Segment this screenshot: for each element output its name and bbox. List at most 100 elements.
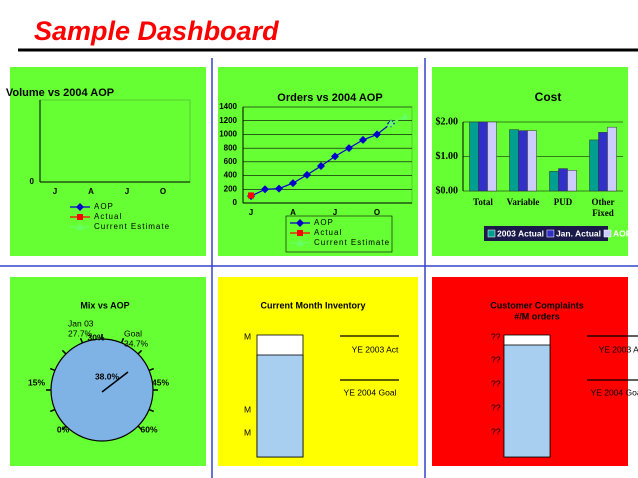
gauge-label: Jan 03	[68, 318, 94, 328]
marker	[296, 219, 304, 227]
axis-label: M	[244, 404, 251, 414]
bar	[518, 130, 528, 192]
bar	[549, 171, 559, 192]
legend-swatch	[603, 229, 612, 238]
marker	[296, 239, 304, 246]
axis-label: ??	[491, 426, 501, 436]
marker	[317, 161, 325, 170]
y-tick-label: 1400	[219, 102, 237, 111]
panel	[218, 277, 418, 466]
legend-swatch	[487, 229, 496, 238]
x-tick-label: Total	[473, 197, 493, 207]
x-tick-label: J	[249, 208, 253, 217]
marker	[76, 203, 84, 211]
y-tick-label: $0.00	[436, 185, 459, 196]
gauge-tick	[137, 425, 143, 431]
bar	[527, 130, 537, 192]
x-tick-label: Variable	[507, 197, 540, 207]
marker	[248, 192, 254, 199]
axis-label: ??	[491, 354, 501, 364]
gauge-tick	[49, 367, 56, 372]
y-tick-label: $2.00	[436, 116, 459, 127]
level-fill	[503, 344, 551, 458]
legend-box	[285, 215, 393, 253]
marker	[359, 135, 367, 144]
y-tick-label: 0	[233, 198, 238, 207]
axis-label: M	[244, 427, 251, 437]
gauge-tick	[120, 337, 125, 344]
bar	[567, 170, 577, 192]
chart-title: Cost	[535, 90, 562, 104]
y-tick-label: $1.00	[436, 151, 459, 162]
chart-title: Orders vs 2004 AOP	[277, 92, 382, 104]
x-tick-label: J	[53, 187, 57, 196]
bar	[469, 121, 479, 192]
bar	[558, 168, 568, 192]
gauge-label: 0%	[57, 424, 70, 434]
gauge-needle	[101, 371, 129, 393]
level-fill	[256, 354, 304, 458]
legend-label: Current Estimate	[94, 222, 170, 231]
gauge-label: Goal	[124, 328, 142, 338]
y-tick-label: 200	[224, 184, 238, 193]
gauge-label: 45%	[152, 377, 169, 387]
panel-title: Customer Complaints	[490, 300, 584, 310]
chart-title: Volume vs 2004 AOP	[6, 87, 114, 99]
x-tick-label: O	[374, 208, 380, 217]
bar	[598, 132, 608, 192]
panel-title: #/M orders	[514, 311, 560, 321]
marker	[345, 144, 353, 153]
legend-label: YE 2004 Goal	[344, 387, 397, 397]
marker	[387, 119, 395, 127]
legend-label: 2003 Actual	[497, 228, 544, 238]
gauge-label: 34.7%	[124, 338, 149, 348]
x-tick-label: A	[290, 208, 296, 217]
bar	[487, 121, 497, 192]
legend-swatch	[546, 229, 555, 238]
gauge-tick	[61, 349, 67, 355]
bar	[607, 126, 617, 192]
gauge-tick	[49, 408, 56, 413]
legend-label: AOP	[613, 228, 632, 238]
legend-label: YE 2003 Act	[352, 344, 399, 354]
legend-label: Jan. Actual	[556, 228, 601, 238]
marker	[77, 214, 83, 220]
panel-title: Current Month Inventory	[261, 300, 366, 310]
x-tick-label: A	[88, 187, 94, 196]
y-tick-label: 800	[224, 143, 238, 152]
marker	[297, 230, 303, 236]
marker	[331, 152, 339, 161]
gauge-tick	[148, 408, 155, 413]
y-tick-label: 1200	[219, 116, 237, 125]
x-tick-label: O	[160, 187, 166, 196]
axis-label: ??	[491, 378, 501, 388]
marker	[275, 184, 283, 193]
axis-label: M	[244, 331, 251, 341]
axis-label: ??	[491, 402, 501, 412]
panel	[218, 67, 418, 256]
marker	[76, 223, 84, 230]
x-tick-label: J	[125, 187, 129, 196]
gauge-tick	[79, 337, 84, 344]
gauge-tick	[61, 425, 67, 431]
legend-label: Actual	[314, 228, 342, 237]
x-tick-label: Other Fixed	[592, 197, 615, 218]
page-title: Sample Dashboard	[34, 16, 279, 46]
x-tick-label: J	[333, 208, 337, 217]
legend-label: Actual	[94, 212, 122, 221]
legend-label: YE 2003 Act	[599, 344, 638, 354]
bar	[589, 139, 599, 192]
gauge-tick	[137, 349, 143, 355]
legend-box	[484, 226, 608, 241]
marker	[289, 179, 297, 188]
panel	[10, 67, 206, 256]
marker	[303, 170, 311, 179]
marker	[373, 130, 381, 139]
axis-label: ??	[491, 331, 501, 341]
bar	[478, 121, 488, 192]
gauge-label: 38.0%	[95, 371, 120, 381]
marker	[401, 112, 409, 120]
gauge-tick	[148, 367, 155, 372]
legend-label: AOP	[94, 202, 114, 211]
